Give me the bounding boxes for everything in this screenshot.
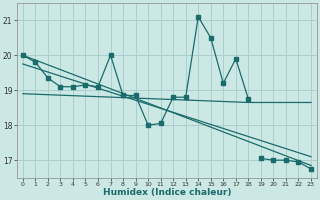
X-axis label: Humidex (Indice chaleur): Humidex (Indice chaleur) [103,188,231,197]
